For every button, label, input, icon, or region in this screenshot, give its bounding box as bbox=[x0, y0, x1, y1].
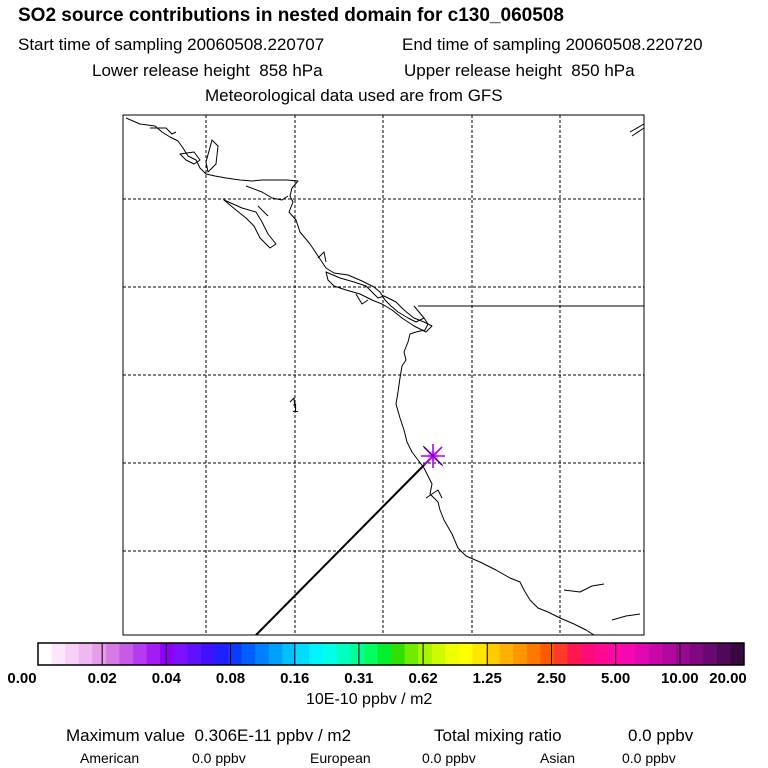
trajectory-line bbox=[255, 455, 434, 636]
colorbar-swatch bbox=[621, 643, 636, 665]
colorbar-swatch bbox=[92, 643, 107, 665]
colorbar-swatch bbox=[309, 643, 324, 665]
colorbar-swatch bbox=[363, 643, 378, 665]
colorbar-tick-label: 0.00 bbox=[7, 670, 37, 687]
colorbar-swatch bbox=[187, 643, 202, 665]
colorbar-swatch bbox=[146, 643, 161, 665]
colorbar-swatch bbox=[526, 643, 541, 665]
colorbar-swatch bbox=[200, 643, 215, 665]
colorbar-swatch bbox=[730, 643, 745, 665]
end-time-label: End time of sampling 20060508.220720 bbox=[402, 35, 703, 54]
region-european-name: European bbox=[310, 750, 371, 766]
colorbar-swatch bbox=[323, 643, 338, 665]
colorbar-tick-label: 0.04 bbox=[151, 670, 181, 687]
region-american-value: 0.0 ppbv bbox=[192, 750, 246, 766]
colorbar-swatch bbox=[445, 643, 460, 665]
colorbar-swatch bbox=[350, 643, 365, 665]
colorbar-swatch bbox=[65, 643, 80, 665]
colorbar-tick-label: 1.25 bbox=[472, 670, 502, 687]
colorbar-swatch bbox=[472, 643, 487, 665]
coastline bbox=[125, 117, 645, 636]
colorbar-swatch bbox=[567, 643, 582, 665]
map-annotation: 1 bbox=[292, 401, 299, 415]
region-european-value: 0.0 ppbv bbox=[422, 750, 476, 766]
start-time-label: Start time of sampling 20060508.220707 bbox=[18, 35, 325, 54]
max-value-label: Maximum value 0.306E-11 ppbv / m2 bbox=[66, 726, 352, 745]
colorbar-swatch bbox=[635, 643, 650, 665]
colorbar-swatch bbox=[336, 643, 351, 665]
colorbar-swatch bbox=[268, 643, 283, 665]
colorbar-swatch bbox=[431, 643, 446, 665]
colorbar-tick-label: 5.00 bbox=[601, 670, 631, 687]
colorbar-swatch bbox=[391, 643, 405, 665]
colorbar-swatch bbox=[214, 643, 229, 665]
colorbar-swatch bbox=[105, 643, 120, 665]
region-american-name: American bbox=[80, 750, 140, 766]
upper-release-label: Upper release height 850 hPa bbox=[404, 61, 635, 80]
colorbar-swatch bbox=[228, 643, 243, 665]
colorbar-frame bbox=[37, 642, 745, 666]
colorbar-tick-label: 0.08 bbox=[215, 670, 246, 687]
lower-release-label: Lower release height 858 hPa bbox=[92, 61, 323, 80]
colorbar-swatch bbox=[133, 643, 148, 665]
colorbar-swatch bbox=[513, 643, 528, 665]
colorbar-tick-label: 0.62 bbox=[408, 670, 438, 687]
colorbar-swatch bbox=[78, 643, 93, 665]
colorbar bbox=[37, 642, 745, 666]
map-grid bbox=[123, 115, 644, 635]
colorbar-swatch bbox=[581, 643, 596, 665]
colorbar-swatch bbox=[594, 643, 609, 665]
colorbar-swatch bbox=[295, 643, 310, 665]
map-title: SO2 source contributions in nested domai… bbox=[18, 5, 564, 26]
met-data-label: Meteorological data used are from GFS bbox=[205, 86, 503, 105]
colorbar-swatch bbox=[553, 643, 568, 665]
total-mixing-label: Total mixing ratio bbox=[434, 726, 562, 745]
colorbar-swatch bbox=[404, 643, 419, 665]
colorbar-tick-label: 10.00 bbox=[661, 670, 699, 687]
colorbar-swatch bbox=[255, 643, 270, 665]
colorbar-swatch bbox=[160, 643, 175, 665]
map-frame bbox=[122, 114, 645, 636]
colorbar-swatch bbox=[676, 643, 691, 665]
colorbar-swatch bbox=[662, 643, 677, 665]
colorbar-swatch bbox=[648, 643, 663, 665]
colorbar-swatch bbox=[499, 643, 514, 665]
colorbar-swatch bbox=[173, 643, 188, 665]
colorbar-swatch bbox=[282, 643, 297, 665]
colorbar-swatch bbox=[38, 643, 52, 665]
colorbar-swatch bbox=[716, 643, 731, 665]
colorbar-tick-label: 20.00 bbox=[709, 670, 747, 687]
colorbar-swatch bbox=[119, 643, 134, 665]
colorbar-swatch bbox=[241, 643, 256, 665]
colorbar-swatch bbox=[540, 643, 555, 665]
region-asian-name: Asian bbox=[540, 750, 576, 766]
colorbar-tick-label: 0.31 bbox=[344, 670, 374, 687]
colorbar-tick-label: 0.02 bbox=[87, 670, 117, 687]
colorbar-tick-label: 0.16 bbox=[280, 670, 310, 687]
colorbar-swatch bbox=[703, 643, 718, 665]
total-mixing-value: 0.0 ppbv bbox=[628, 726, 694, 745]
star-icon bbox=[421, 444, 445, 468]
colorbar-tick-label: 2.50 bbox=[536, 670, 567, 687]
region-asian-value: 0.0 ppbv bbox=[622, 750, 676, 766]
colorbar-swatch bbox=[418, 643, 433, 665]
colorbar-swatch bbox=[377, 643, 392, 665]
colorbar-swatch bbox=[486, 643, 501, 665]
colorbar-swatch bbox=[51, 643, 66, 665]
colorbar-units: 10E-10 ppbv / m2 bbox=[306, 691, 433, 708]
colorbar-swatch bbox=[689, 643, 704, 665]
colorbar-swatch bbox=[458, 643, 473, 665]
